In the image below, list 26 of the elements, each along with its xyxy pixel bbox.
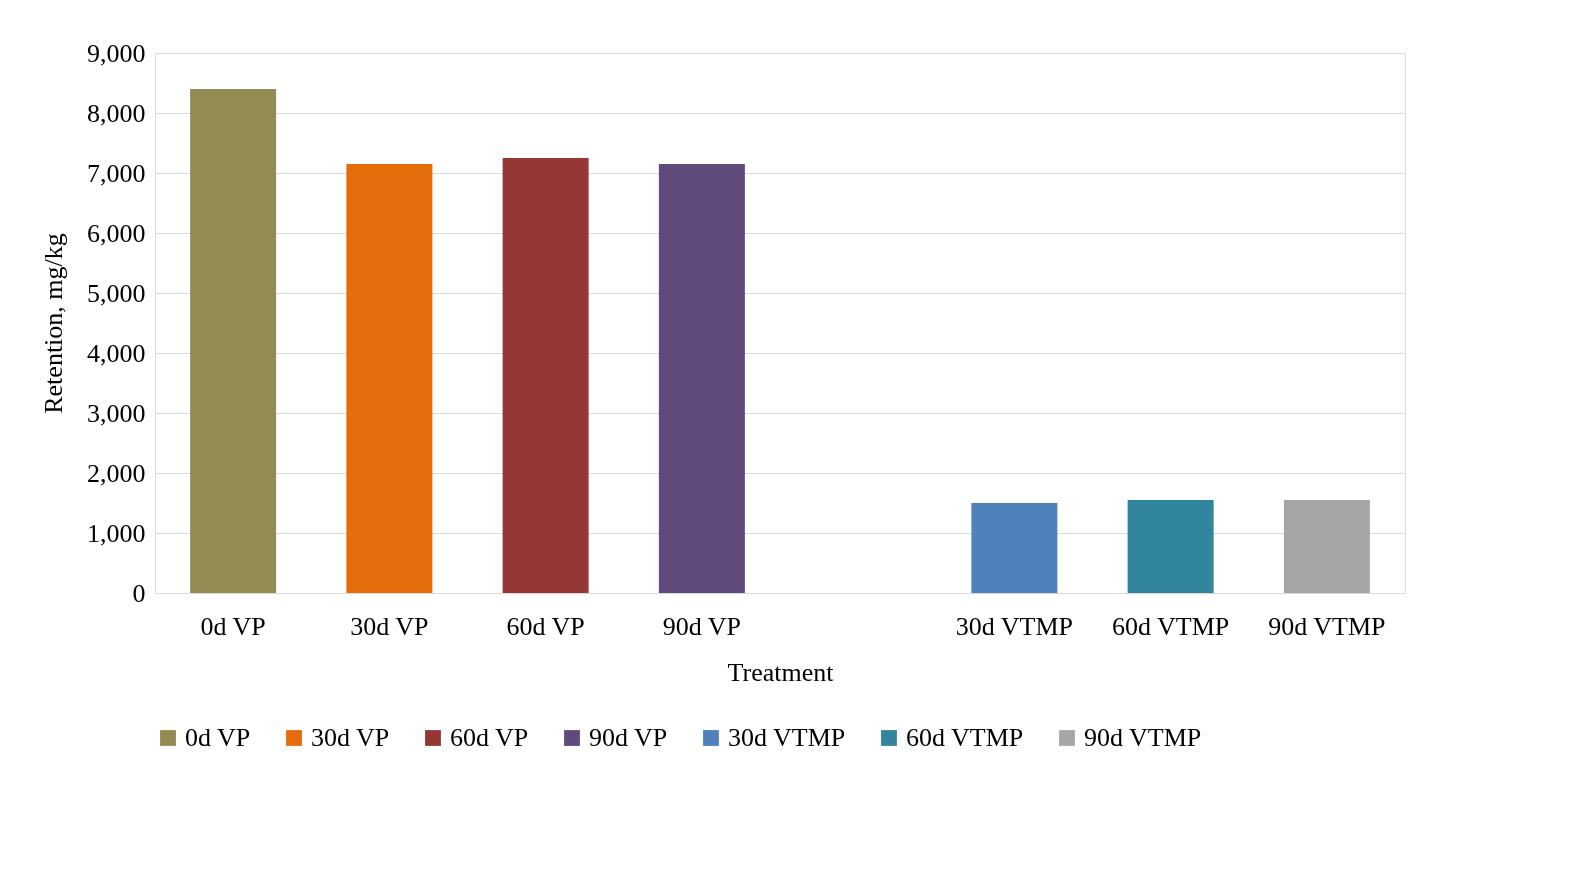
x-tick-label: 90d VP — [662, 611, 742, 641]
y-tick-label: 5,000 — [87, 278, 146, 308]
x-tick-label: 60d VP — [506, 611, 585, 641]
y-tick-label: 1,000 — [87, 518, 146, 548]
x-tick-label: 30d VTMP — [955, 611, 1074, 641]
y-tick-label: 8,000 — [87, 98, 146, 128]
y-tick-label: 0 — [132, 578, 146, 608]
legend-label: 60d VTMP — [906, 723, 1024, 752]
legend-label: 0d VP — [185, 723, 251, 752]
x-tick-label: 60d VTMP — [1111, 611, 1230, 641]
y-tick-label: 6,000 — [87, 218, 146, 248]
legend-label: 90d VP — [589, 723, 668, 752]
y-tick-label: 9,000 — [87, 38, 146, 68]
y-axis-title: Retention, mg/kg — [39, 233, 68, 414]
legend-label: 30d VTMP — [728, 723, 846, 752]
legend-label: 60d VP — [450, 723, 529, 752]
y-tick-label: 2,000 — [87, 458, 146, 488]
x-tick-label: 30d VP — [350, 611, 429, 641]
x-tick-label: 90d VTMP — [1268, 611, 1386, 641]
x-axis-title: Treatment — [727, 657, 835, 687]
y-tick-label: 4,000 — [87, 338, 146, 368]
x-tick-label: 0d VP — [200, 611, 266, 641]
legend-label: 90d VTMP — [1084, 723, 1202, 752]
legend-label: 30d VP — [311, 723, 390, 752]
y-tick-label: 3,000 — [87, 398, 146, 428]
y-tick-label: 7,000 — [87, 158, 146, 188]
